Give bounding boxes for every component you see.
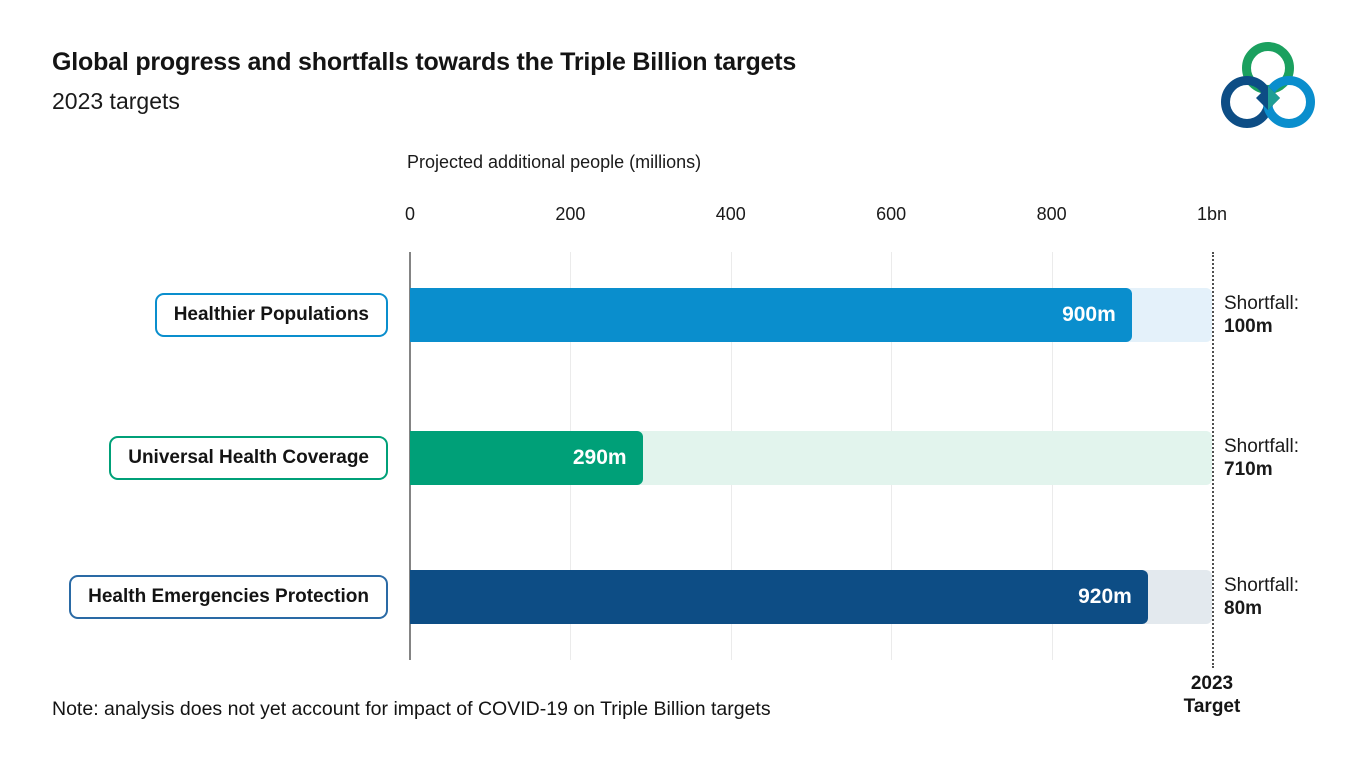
x-axis-title: Projected additional people (millions) [407, 152, 702, 172]
bar-row-healthier-populations: 900m [410, 288, 1212, 342]
page-subtitle: 2023 targets [52, 88, 180, 114]
category-label-health-emergencies-protection: Health Emergencies Protection [69, 575, 388, 619]
shortfall-annotation: Shortfall: 80m [1224, 574, 1299, 620]
target-label-line1: 2023 [1190, 673, 1234, 694]
x-tick-200: 200 [555, 204, 586, 224]
bar-fill: 920m [410, 570, 1148, 624]
shortfall-value: 80m [1224, 598, 1263, 619]
bar-fill: 290m [410, 431, 643, 485]
shortfall-value: 100m [1224, 316, 1273, 337]
shortfall-annotation: Shortfall: 100m [1224, 292, 1299, 338]
target-label: 2023 Target [1184, 672, 1241, 718]
bar-fill: 900m [410, 288, 1132, 342]
category-label-universal-health-coverage: Universal Health Coverage [109, 436, 388, 480]
page-title: Global progress and shortfalls towards t… [52, 48, 797, 76]
plot-area: 0 200 400 600 800 1bn 900m 290m 920m [405, 0, 1227, 768]
shortfall-label: Shortfall: [1224, 436, 1299, 457]
shortfall-value: 710m [1224, 459, 1273, 480]
x-tick-600: 600 [876, 204, 907, 224]
shortfall-label: Shortfall: [1224, 575, 1299, 596]
bar-row-health-emergencies-protection: 920m [410, 570, 1212, 624]
shortfall-annotation: Shortfall: 710m [1224, 435, 1299, 481]
bar-value-label: 900m [1062, 303, 1116, 326]
shortfall-label: Shortfall: [1224, 293, 1299, 314]
triple-billion-logo-icon [1221, 42, 1315, 128]
category-label-healthier-populations: Healthier Populations [154, 293, 388, 337]
x-tick-1bn: 1bn [1196, 204, 1228, 224]
target-label-line2: Target [1183, 696, 1241, 717]
footnote: Note: analysis does not yet account for … [52, 698, 771, 720]
x-tick-400: 400 [715, 204, 746, 224]
x-tick-800: 800 [1036, 204, 1067, 224]
bar-value-label: 920m [1078, 585, 1132, 608]
bar-value-label: 290m [572, 446, 627, 469]
bar-row-universal-health-coverage: 290m [410, 431, 1212, 485]
x-tick-0: 0 [404, 204, 416, 224]
target-dotted-line [1212, 252, 1214, 668]
